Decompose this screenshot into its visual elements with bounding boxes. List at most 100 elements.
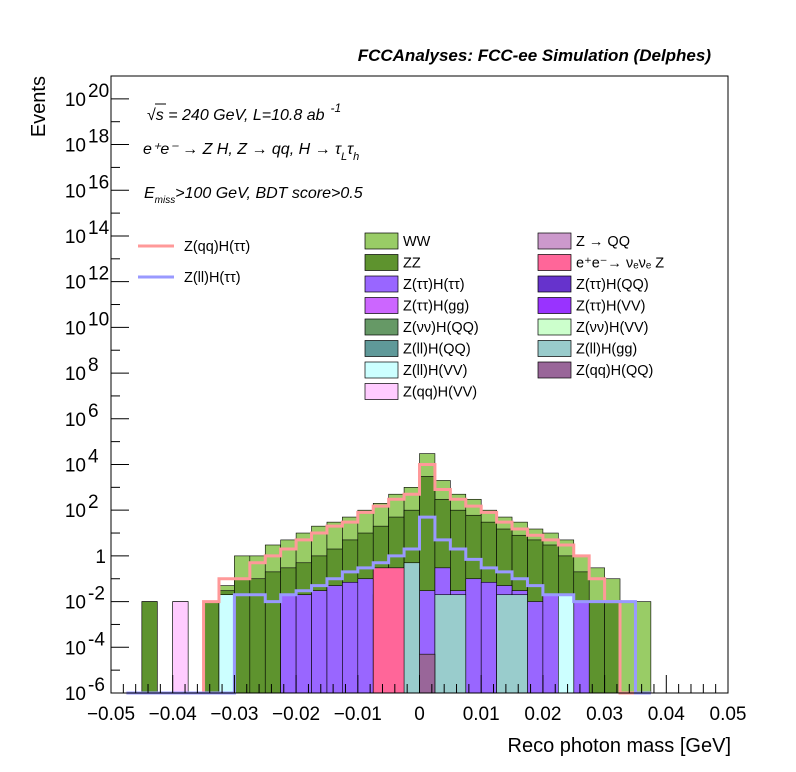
bar (465, 578, 482, 694)
bar (403, 562, 420, 694)
chart-title: FCCAnalyses: FCC-ee Simulation (Delphes) (358, 46, 712, 65)
legend-swatch (537, 361, 572, 379)
y-axis-label: Events (28, 76, 50, 137)
legend-label: Z(ττ)H(ττ) (403, 277, 465, 293)
plot-area (110, 75, 729, 695)
component-histograms (172, 562, 575, 694)
legend-label: e⁺e⁻→ νₑνₑ Z (576, 256, 664, 272)
bar (326, 585, 343, 694)
bar (357, 578, 374, 694)
signal-lines (126, 462, 651, 695)
annotation-selection: Emiss>100 GeV, BDT score>0.5 (144, 185, 363, 206)
bar (542, 594, 559, 694)
legend-label: Z(qq)H(QQ) (576, 363, 653, 379)
x-tick-label: −0.03 (210, 704, 258, 725)
annotation-energy-exponent: -1 (331, 101, 342, 115)
x-tick-label: 0.02 (524, 704, 561, 725)
bar (311, 590, 328, 694)
y-tick-label: 1 (95, 547, 106, 568)
bar (342, 581, 359, 694)
legend-label: Z(ττ)H(VV) (576, 299, 645, 315)
legend-swatch (537, 340, 572, 357)
legend-label: Z(ll)H(QQ) (403, 342, 471, 358)
y-tick-label-exponent: 8 (88, 355, 99, 376)
legend-swatch (537, 318, 572, 336)
bar (635, 601, 652, 694)
y-tick-label: 10 (65, 181, 86, 202)
legend-label: Z → QQ (576, 234, 630, 250)
bar (264, 571, 281, 694)
y-tick-label: 10 (65, 501, 86, 522)
legend-swatch (364, 275, 399, 293)
legend: Z(qq)H(ττ) Z(ll)H(ττ) WW Z → QQ ZZ e⁺e⁻→ νₑνₑ… (138, 232, 664, 401)
series-line (126, 462, 651, 695)
annotations: √s = 240 GeV, L=10.8 ab -1 e⁺e⁻ → Z H, Z … (143, 101, 363, 206)
y-tick-label: 10 (65, 593, 86, 614)
y-tick-label-exponent: 20 (88, 81, 109, 102)
annotation-process-text: e⁺e⁻ → Z H, Z → qq, H → τ (143, 141, 342, 158)
legend-swatch (364, 318, 399, 336)
x-tick-label: −0.05 (87, 704, 135, 725)
annotation-sub-miss: miss (155, 195, 176, 206)
legend-label: Z(ll)H(ττ) (184, 270, 241, 286)
bar (480, 581, 497, 694)
y-tick-label-exponent: 14 (88, 218, 110, 239)
bar (203, 601, 220, 694)
legend-swatch (364, 254, 399, 271)
y-tick-label: 10 (65, 455, 86, 476)
y-tick-label-exponent: 10 (88, 309, 109, 330)
x-tick-label: 0.01 (463, 704, 500, 725)
bar (141, 601, 158, 694)
annotation-sub-h: h (353, 151, 359, 163)
y-tick-label-exponent: -6 (88, 675, 105, 696)
legend-swatch (364, 361, 399, 379)
legend-swatch (537, 297, 572, 314)
legend-swatch (364, 232, 399, 250)
y-tick-label: 10 (65, 273, 86, 294)
bar (172, 601, 189, 694)
axis-ticks (110, 75, 729, 694)
y-tick-label: 10 (65, 90, 86, 111)
legend-label: Z(ll)H(VV) (403, 363, 467, 379)
bar (295, 594, 312, 694)
bar (496, 594, 528, 694)
bar (218, 594, 235, 694)
legend-swatch (364, 383, 399, 400)
annotation-process: e⁺e⁻ → Z H, Z → qq, H → τLτh (143, 141, 359, 163)
x-tick-label: −0.02 (272, 704, 320, 725)
y-tick-label-exponent: 4 (88, 446, 99, 467)
annotation-sub-L: L (341, 151, 347, 163)
y-tick-label-exponent: 12 (88, 264, 109, 285)
legend-label: Z(ττ)H(QQ) (576, 277, 649, 293)
y-tick-label: 10 (65, 638, 86, 659)
bar (619, 601, 636, 694)
legend-label: Z(qq)H(ττ) (184, 239, 250, 255)
annotation-E: E (144, 185, 155, 202)
x-axis-label: Reco photon mass [GeV] (508, 735, 731, 757)
legend-swatch (537, 275, 572, 293)
annotation-energy-text: = 240 GeV, L=10.8 ab (164, 107, 325, 124)
bar (419, 653, 436, 694)
x-tick-labels: −0.05 −0.04 −0.03 −0.02 −0.01 0 0.01 0.02 0.03 0.… (87, 704, 747, 725)
y-tick-label-exponent: 2 (88, 492, 99, 513)
legend-label: Z(qq)H(VV) (403, 385, 477, 401)
bar (280, 594, 297, 694)
y-tick-label: 10 (65, 364, 86, 385)
legend-swatch (537, 232, 572, 250)
annotation-tau: τ (347, 141, 354, 158)
legend-label: Z(ll)H(gg) (576, 342, 637, 358)
y-tick-label: 10 (65, 684, 86, 705)
y-tick-label-exponent: 18 (88, 127, 109, 148)
x-tick-label: 0.05 (710, 704, 747, 725)
sqrt-symbol: √ (147, 107, 156, 124)
legend-label: Z(νν)H(QQ) (403, 320, 479, 336)
annotation-selection-text: >100 GeV, BDT score>0.5 (175, 185, 362, 202)
legend-label: Z(νν)H(VV) (576, 320, 649, 336)
y-tick-label-exponent: -2 (88, 584, 105, 605)
y-tick-label-exponent: 16 (88, 172, 109, 193)
bar (527, 601, 544, 694)
x-tick-label: −0.01 (334, 704, 382, 725)
annotation-s: s (156, 107, 164, 124)
